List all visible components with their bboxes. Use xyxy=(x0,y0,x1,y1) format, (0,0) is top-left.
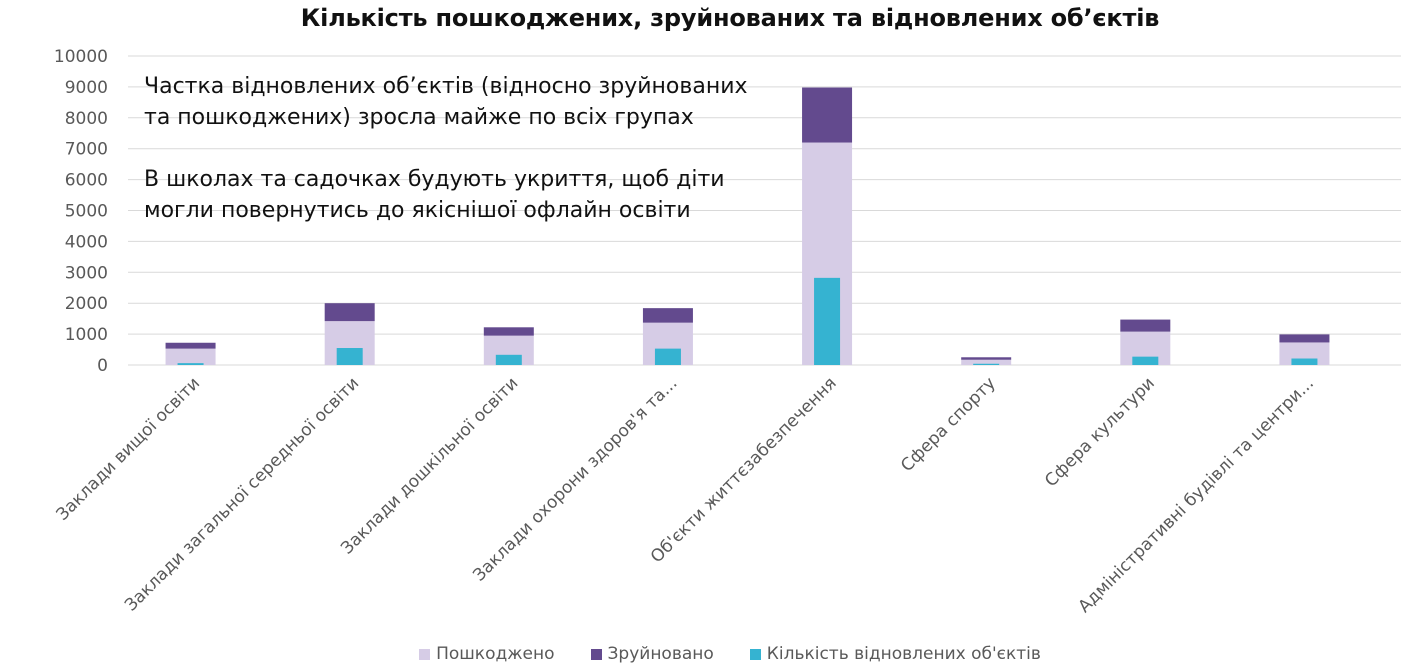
x-category-label: Заклади дошкільної освіти xyxy=(337,373,522,558)
legend-label: Пошкоджено xyxy=(436,644,555,664)
annotation-line: могли повернутись до якіснішої офлайн ос… xyxy=(144,198,691,223)
bar-destroyed xyxy=(1279,334,1330,343)
bar-destroyed xyxy=(483,327,534,336)
legend-swatch xyxy=(749,648,761,660)
bar-restored xyxy=(1132,356,1159,365)
bar-restored xyxy=(336,348,363,365)
legend-swatch xyxy=(590,648,602,660)
y-tick-label: 10000 xyxy=(54,47,108,67)
legend-label: Зруйновано xyxy=(607,644,714,664)
bar-restored xyxy=(1291,358,1318,365)
y-tick-label: 7000 xyxy=(65,140,108,160)
bar-restored xyxy=(177,363,204,365)
bar-destroyed xyxy=(165,342,216,349)
y-tick-label: 2000 xyxy=(65,294,108,314)
y-tick-label: 8000 xyxy=(65,109,108,129)
chart-title: Кількість пошкоджених, зруйнованих та ві… xyxy=(300,4,1160,32)
y-tick-label: 3000 xyxy=(65,263,108,283)
annotation-recovery-share: Частка відновлених об’єктів (відносно зр… xyxy=(144,71,748,133)
legend-item-damaged: Пошкоджено xyxy=(419,644,555,664)
y-tick-label: 4000 xyxy=(65,232,108,252)
bar-restored xyxy=(814,277,841,365)
bar-restored xyxy=(973,363,1000,365)
y-tick-label: 5000 xyxy=(65,202,108,222)
legend-item-restored: Кількість відновлених об'єктів xyxy=(749,644,1041,664)
bar-destroyed xyxy=(961,357,1012,360)
legend-item-destroyed: Зруйновано xyxy=(590,644,714,664)
bar-destroyed xyxy=(1120,319,1171,332)
y-tick-label: 0 xyxy=(97,356,108,376)
chart-legend: Пошкоджено Зруйновано Кількість відновле… xyxy=(0,644,1401,664)
legend-swatch xyxy=(419,648,431,660)
annotation-shelters: В школах та садочках будують укриття, що… xyxy=(144,164,725,226)
y-tick-label: 9000 xyxy=(65,78,108,98)
bar-damaged xyxy=(165,348,216,365)
annotation-line: Частка відновлених об’єктів (відносно зр… xyxy=(144,74,748,99)
x-category-label: Сфера спорту xyxy=(897,373,1000,476)
bar-damaged xyxy=(961,359,1012,365)
bar-destroyed xyxy=(642,308,693,323)
legend-label: Кількість відновлених об'єктів xyxy=(766,644,1041,664)
x-category-label: Заклади вищої освіти xyxy=(53,373,204,524)
annotation-line: В школах та садочках будують укриття, що… xyxy=(144,167,725,192)
bar-restored xyxy=(495,354,522,365)
y-tick-label: 1000 xyxy=(65,325,108,345)
x-category-label: Об'єкти життєзабезпечення xyxy=(647,373,841,567)
annotation-line: та пошкоджених) зросла майже по всіх гру… xyxy=(144,105,694,130)
bar-destroyed xyxy=(324,303,375,322)
x-category-label: Сфера культури xyxy=(1041,373,1159,491)
bar-destroyed xyxy=(802,87,853,143)
bar-restored xyxy=(654,348,681,365)
y-tick-label: 6000 xyxy=(65,171,108,191)
